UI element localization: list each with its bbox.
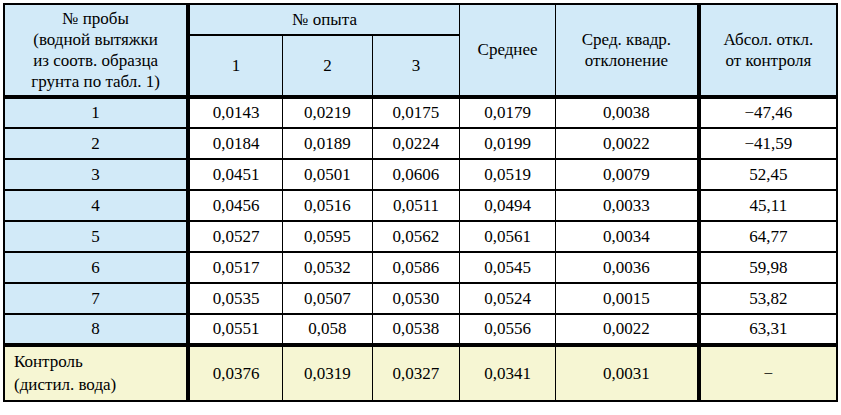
column-header-mean: Среднее [460,4,556,97]
std-deviation-cell: 0,0015 [556,283,699,314]
trial-1-value-cell: 0,0535 [188,283,282,314]
trial-2-value-cell: 0,0507 [282,283,372,314]
sample-number-cell: 4 [4,190,188,221]
std-deviation-cell: 0,0079 [556,159,699,190]
column-header-trial-1: 1 [188,35,282,97]
trial-3-value-cell: 0,0175 [372,97,459,128]
trial-2-value-cell: 0,0319 [282,345,372,401]
table-row-sample-8: 8 0,0551 0,058 0,0538 0,0556 0,0022 63,3… [4,314,837,345]
trial-3-value-cell: 0,0511 [372,190,459,221]
trial-2-value-cell: 0,0516 [282,190,372,221]
sample-number-cell: 2 [4,128,188,159]
table-row-sample-7: 7 0,0535 0,0507 0,0530 0,0524 0,0015 53,… [4,283,837,314]
header-row-top: № пробы (водной вытяжки из соотв. образц… [4,4,837,35]
trial-1-value-cell: 0,0551 [188,314,282,345]
table-row-sample-5: 5 0,0527 0,0595 0,0562 0,0561 0,0034 64,… [4,221,837,252]
trial-2-value-cell: 0,0532 [282,252,372,283]
column-header-abs-deviation: Абсол. откл. от контроля [699,4,837,97]
table-row-sample-4: 4 0,0456 0,0516 0,0511 0,0494 0,0033 45,… [4,190,837,221]
sample-number-cell: 8 [4,314,188,345]
abs-deviation-cell: −47,46 [699,97,837,128]
std-deviation-cell: 0,0022 [556,314,699,345]
trial-3-value-cell: 0,0538 [372,314,459,345]
table-row-sample-1: 1 0,0143 0,0219 0,0175 0,0179 0,0038 −47… [4,97,837,128]
mean-value-cell: 0,0494 [460,190,556,221]
trial-2-value-cell: 0,0595 [282,221,372,252]
abs-deviation-cell: 63,31 [699,314,837,345]
sample-number-cell: 6 [4,252,188,283]
mean-value-cell: 0,0545 [460,252,556,283]
trial-1-value-cell: 0,0456 [188,190,282,221]
control-label-cell: Контроль (дистил. вода) [4,345,188,401]
mean-value-cell: 0,0199 [460,128,556,159]
sample-number-cell: 3 [4,159,188,190]
trial-2-value-cell: 0,0219 [282,97,372,128]
table-row-sample-6: 6 0,0517 0,0532 0,0586 0,0545 0,0036 59,… [4,252,837,283]
abs-deviation-cell: 64,77 [699,221,837,252]
trial-1-value-cell: 0,0184 [188,128,282,159]
trial-3-value-cell: 0,0586 [372,252,459,283]
column-header-std-deviation: Сред. квадр. отклонение [556,4,699,97]
trial-1-value-cell: 0,0527 [188,221,282,252]
trial-3-value-cell: 0,0327 [372,345,459,401]
abs-deviation-cell: 45,11 [699,190,837,221]
mean-value-cell: 0,0341 [460,345,556,401]
mean-value-cell: 0,0519 [460,159,556,190]
abs-deviation-cell: 52,45 [699,159,837,190]
trial-1-value-cell: 0,0143 [188,97,282,128]
std-deviation-cell: 0,0036 [556,252,699,283]
table-row-sample-2: 2 0,0184 0,0189 0,0224 0,0199 0,0022 −41… [4,128,837,159]
abs-deviation-cell: 53,82 [699,283,837,314]
mean-value-cell: 0,0561 [460,221,556,252]
mean-value-cell: 0,0179 [460,97,556,128]
trial-3-value-cell: 0,0606 [372,159,459,190]
table-row-control: Контроль (дистил. вода) 0,0376 0,0319 0,… [4,345,837,401]
column-header-trial-2: 2 [282,35,372,97]
abs-deviation-cell: 59,98 [699,252,837,283]
std-deviation-cell: 0,0031 [556,345,699,401]
trial-3-value-cell: 0,0562 [372,221,459,252]
std-deviation-cell: 0,0038 [556,97,699,128]
trial-1-value-cell: 0,0517 [188,252,282,283]
sample-number-cell: 1 [4,97,188,128]
table-row-sample-3: 3 0,0451 0,0501 0,0606 0,0519 0,0079 52,… [4,159,837,190]
trial-2-value-cell: 0,0501 [282,159,372,190]
abs-deviation-cell: −41,59 [699,128,837,159]
column-header-trial-3: 3 [372,35,459,97]
sample-number-cell: 5 [4,221,188,252]
trial-2-value-cell: 0,058 [282,314,372,345]
mean-value-cell: 0,0524 [460,283,556,314]
sample-number-cell: 7 [4,283,188,314]
mean-value-cell: 0,0556 [460,314,556,345]
trial-3-value-cell: 0,0530 [372,283,459,314]
std-deviation-cell: 0,0034 [556,221,699,252]
trial-1-value-cell: 0,0376 [188,345,282,401]
column-header-sample-number: № пробы (водной вытяжки из соотв. образц… [4,4,188,97]
trial-1-value-cell: 0,0451 [188,159,282,190]
trial-3-value-cell: 0,0224 [372,128,459,159]
soil-extract-results-table: № пробы (водной вытяжки из соотв. образц… [3,3,838,402]
soil-extract-results-table-page: № пробы (водной вытяжки из соотв. образц… [0,0,841,415]
std-deviation-cell: 0,0022 [556,128,699,159]
column-header-experiment-number: № опыта [188,4,459,35]
trial-2-value-cell: 0,0189 [282,128,372,159]
std-deviation-cell: 0,0033 [556,190,699,221]
abs-deviation-cell: − [699,345,837,401]
